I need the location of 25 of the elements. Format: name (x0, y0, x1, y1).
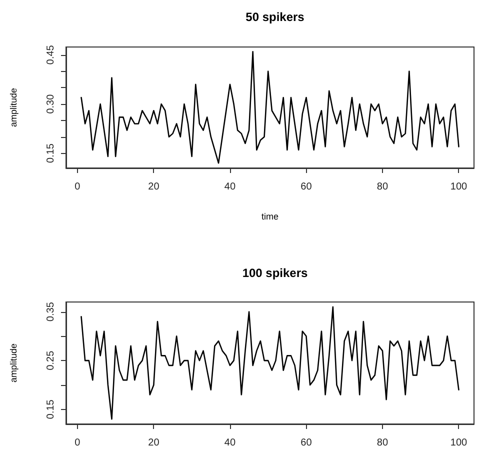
y-tick-label: 0.15 (46, 143, 56, 163)
x-tick-label: 20 (148, 438, 160, 448)
y-tick-label: 0.15 (46, 399, 56, 420)
x-tick-label: 60 (300, 438, 312, 448)
x-tick-label: 60 (300, 182, 312, 192)
y-axis-title: amplitude (8, 343, 18, 383)
x-tick-label: 80 (376, 182, 388, 192)
y-tick-label: 0.25 (46, 350, 56, 370)
x-tick-label: 100 (450, 182, 468, 192)
y-axis-title: amplitude (8, 88, 18, 128)
x-tick-label: 100 (450, 438, 468, 448)
x-tick-label: 20 (148, 182, 160, 192)
line-series (80, 50, 460, 164)
line-series (80, 306, 460, 420)
x-tick-label: 80 (376, 438, 388, 448)
chart-title: 100 spikers (242, 266, 308, 280)
x-tick-label: 40 (224, 438, 236, 448)
y-tick-label: 0.45 (46, 44, 56, 65)
y-tick-label: 0.30 (46, 94, 56, 114)
x-tick-label: 0 (74, 438, 81, 448)
chart-title: 50 spikers (246, 10, 305, 24)
x-tick-label: 40 (224, 182, 236, 192)
x-tick-label: 0 (74, 182, 81, 192)
y-tick-label: 0.35 (46, 302, 56, 322)
x-axis-title: time (261, 212, 279, 222)
